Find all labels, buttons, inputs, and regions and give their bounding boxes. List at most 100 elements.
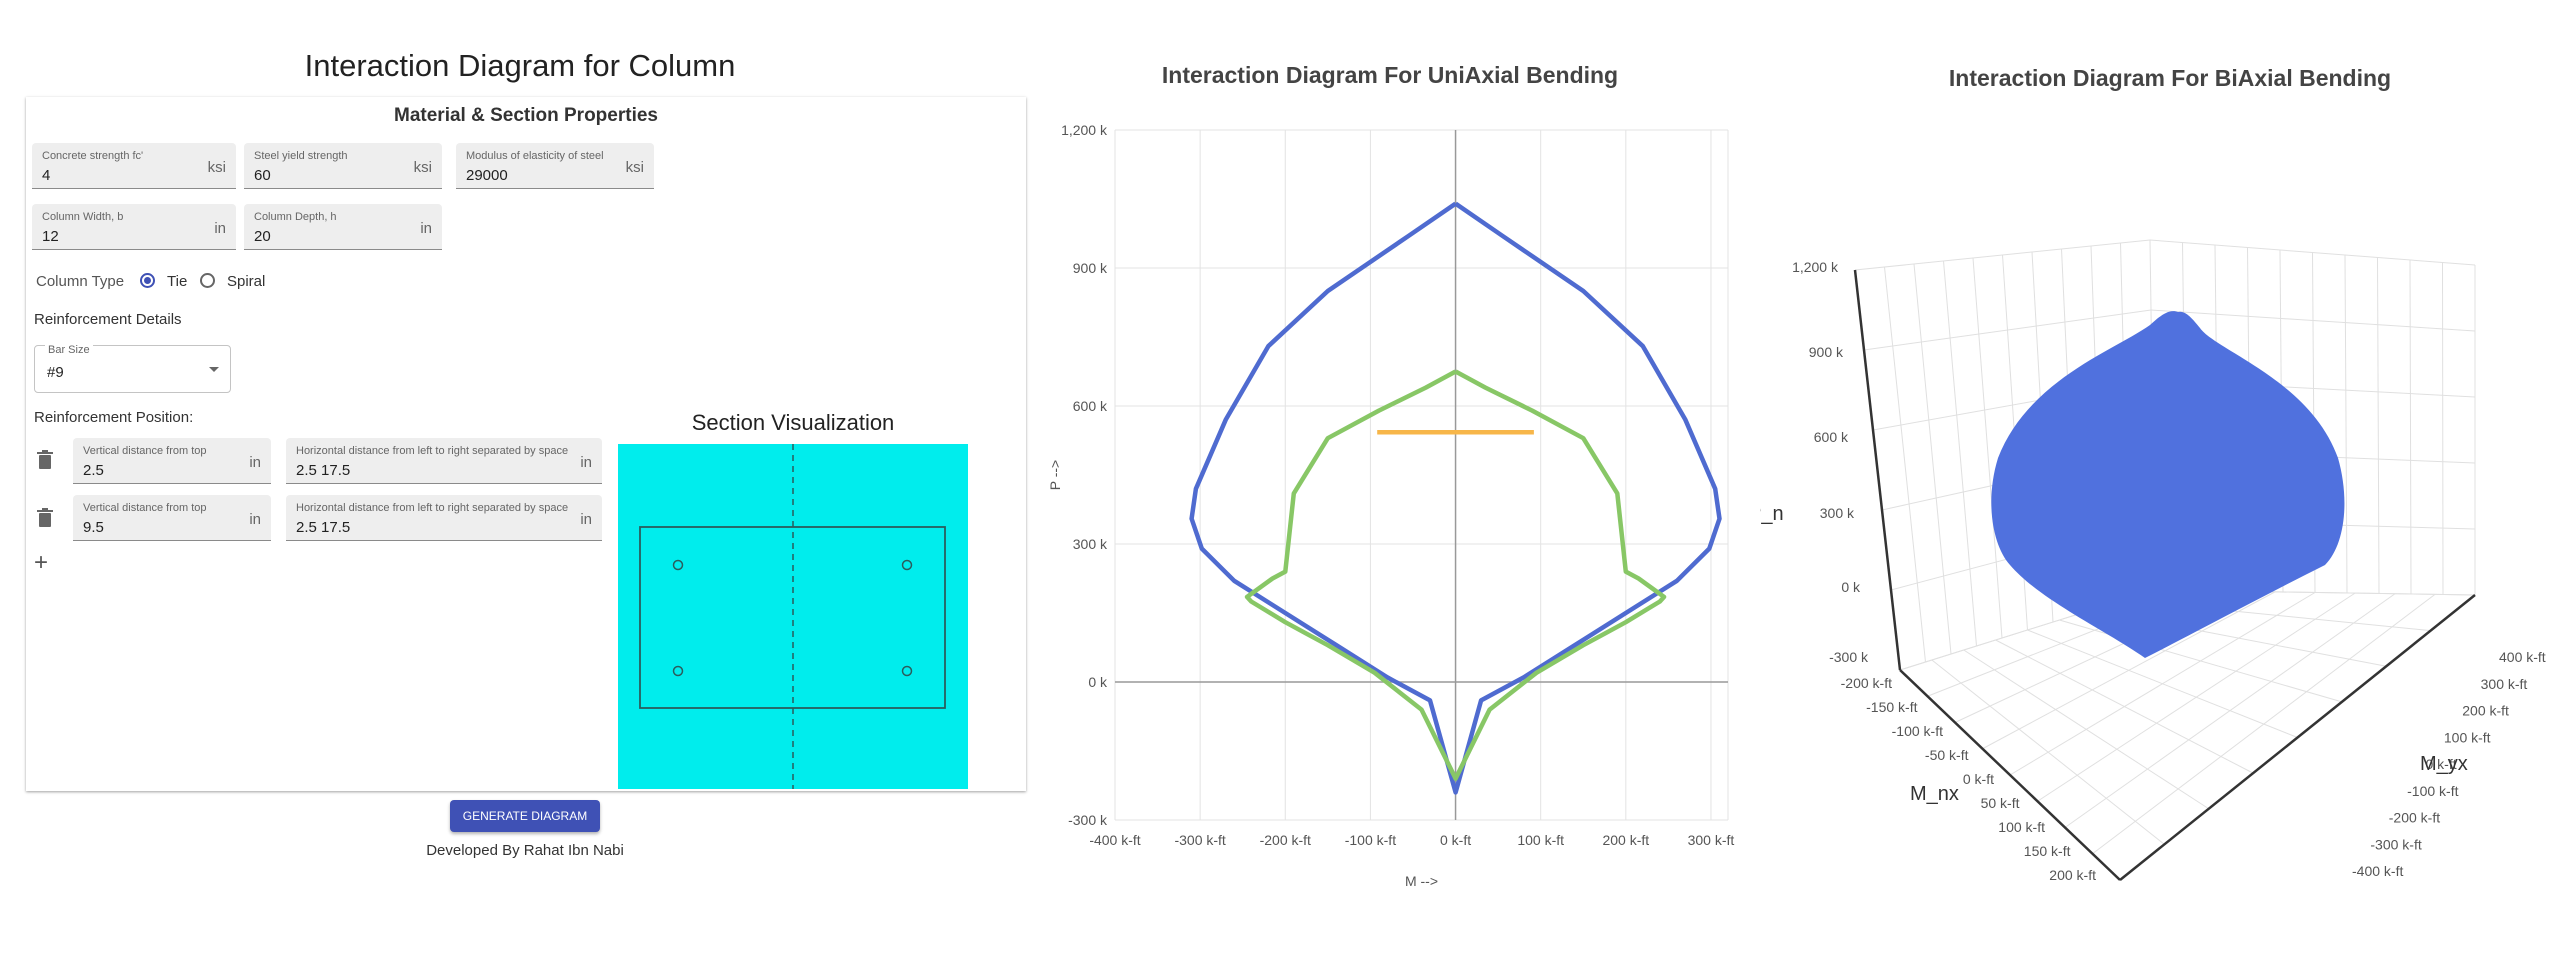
y-tick-label: -100 k-ft (2407, 783, 2458, 799)
x-tick-label: 100 k-ft (1517, 832, 1564, 848)
y-tick-label: -300 k-ft (2370, 836, 2421, 852)
x-axis-title: M_nx (1910, 783, 1959, 805)
vertical-distance-field[interactable]: Vertical distance from top 9.5 in (73, 495, 271, 541)
field-label: Steel yield strength (254, 150, 348, 162)
delete-icon[interactable] (35, 507, 55, 529)
z-axis (1853, 269, 1902, 671)
horizontal-distance-field[interactable]: Horizontal distance from left to right s… (286, 495, 602, 541)
series-line-0 (1189, 201, 1722, 795)
column-width-field[interactable]: Column Width, b 12 in (32, 204, 236, 250)
field-label: Horizontal distance from left to right s… (296, 445, 569, 457)
y-tick-label: -200 k-ft (2389, 810, 2440, 826)
generate-diagram-button[interactable]: GENERATE DIAGRAM (450, 800, 600, 832)
column-type-label: Column Type (36, 273, 125, 290)
field-value[interactable]: 4 (42, 167, 51, 184)
x-axis-title: M --> (1405, 873, 1438, 889)
floor-grid-line (2064, 593, 2396, 828)
add-row-button[interactable]: + (34, 549, 49, 576)
spiral-radio[interactable] (200, 273, 215, 288)
series-line-1 (1244, 369, 1667, 781)
floor-grid-line (2092, 593, 2436, 855)
field-value[interactable]: 2.5 17.5 (296, 519, 351, 536)
section-visualization (618, 444, 968, 789)
y-tick-label: 900 k (1073, 260, 1108, 276)
credit-text: Developed By Rahat Ibn Nabi (426, 842, 624, 859)
tie-radio-label[interactable]: Tie (167, 273, 188, 290)
x-tick-label: 300 k-ft (1688, 832, 1735, 848)
field-unit: in (249, 454, 261, 471)
field-label: Concrete strength fc' (42, 150, 144, 162)
steel-modulus-field[interactable]: Modulus of elasticity of steel 29000 ksi (456, 143, 654, 189)
x-tick-label: 0 k-ft (1440, 832, 1471, 848)
field-unit: ksi (207, 159, 226, 176)
section-canvas (639, 444, 946, 789)
x-tick-label: 150 k-ft (2024, 843, 2071, 859)
field-value[interactable]: 60 (254, 167, 271, 184)
select-value: #9 (47, 364, 64, 381)
column-depth-field[interactable]: Column Depth, h 20 in (244, 204, 442, 250)
y-tick-label: 0 k-ft (2426, 756, 2457, 772)
concrete-strength-field[interactable]: Concrete strength fc' 4 ksi (32, 143, 236, 189)
z-tick-label: 0 k (1841, 579, 1861, 595)
wall-grid-line (2344, 254, 2348, 594)
z-tick-label: -300 k (1829, 649, 1869, 665)
field-unit: in (214, 220, 226, 237)
x-tick-label: -400 k-ft (1089, 832, 1140, 848)
field-value[interactable]: 2.5 17.5 (296, 462, 351, 479)
wall-grid-line (1943, 260, 1977, 647)
wall-grid-line (1854, 239, 2476, 271)
x-tick-label: 0 k-ft (1963, 771, 1994, 787)
field-value[interactable]: 2.5 (83, 462, 104, 479)
x-tick-label: 200 k-ft (2049, 867, 2096, 883)
steel-yield-field[interactable]: Steel yield strength 60 ksi (244, 143, 442, 189)
wall-grid-line (1884, 266, 1926, 663)
x-tick-label: -300 k-ft (1174, 832, 1225, 848)
x-tick-label: -200 k-ft (1260, 832, 1311, 848)
field-label: Vertical distance from top (83, 502, 207, 514)
wall-grid-line (2442, 262, 2444, 595)
x-tick-label: -50 k-ft (1925, 747, 1969, 763)
field-value[interactable]: 9.5 (83, 519, 104, 536)
uniaxial-chart: -400 k-ft -300 k-ft -200 k-ft -100 k-ft 0 k-… (1047, 122, 1735, 889)
floor-grid-line (2027, 629, 2298, 738)
y-axis-title: P --> (1047, 460, 1063, 490)
field-unit: in (249, 511, 261, 528)
y-axis-title: M_yx (2420, 753, 2468, 775)
z-tick-label: 300 k (1820, 505, 1855, 521)
select-label: Bar Size (45, 344, 93, 356)
field-unit: in (420, 220, 432, 237)
uniaxial-chart-title: Interaction Diagram For UniAxial Bending (1161, 62, 1619, 88)
field-value[interactable]: 12 (42, 228, 59, 245)
tie-radio[interactable] (140, 273, 155, 288)
biaxial-chart-title: Interaction Diagram For BiAxial Bending (1948, 65, 2392, 91)
wall-grid-line (2377, 257, 2380, 594)
y-tick-label: 100 k-ft (2444, 729, 2491, 745)
page-title: Interaction Diagram for Column (304, 48, 736, 83)
z-tick-label: 900 k (1809, 344, 1844, 360)
spiral-radio-label[interactable]: Spiral (227, 273, 266, 290)
field-label: Vertical distance from top (83, 445, 207, 457)
y-tick-label: 1,200 k (1061, 122, 1108, 138)
y-tick-label: 600 k (1073, 398, 1108, 414)
y-tick-label: -300 k (1068, 812, 1108, 828)
field-label: Column Depth, h (254, 211, 337, 223)
field-value[interactable]: 20 (254, 228, 271, 245)
y-tick-label: 200 k-ft (2462, 703, 2509, 719)
surface-shape (1991, 311, 2345, 658)
x-axis (1899, 669, 2121, 881)
wall-grid-line (2409, 259, 2412, 595)
bar-size-select[interactable]: Bar Size #9 (34, 344, 231, 393)
field-label: Modulus of elasticity of steel (466, 150, 604, 162)
y-tick-label: 300 k (1073, 536, 1108, 552)
horizontal-distance-field[interactable]: Horizontal distance from left to right s… (286, 438, 602, 484)
field-unit: ksi (413, 159, 432, 176)
chevron-down-icon (209, 367, 219, 372)
y-tick-label: 0 k (1088, 674, 1108, 690)
wall-grid-line (1913, 263, 1952, 655)
x-tick-label: -100 k-ft (1892, 723, 1943, 739)
vertical-distance-field[interactable]: Vertical distance from top 2.5 in (73, 438, 271, 484)
delete-icon[interactable] (35, 449, 55, 471)
reinforcement-position-label: Reinforcement Position: (34, 409, 194, 426)
field-value[interactable]: 29000 (466, 167, 508, 184)
z-tick-label: 600 k (1814, 429, 1849, 445)
